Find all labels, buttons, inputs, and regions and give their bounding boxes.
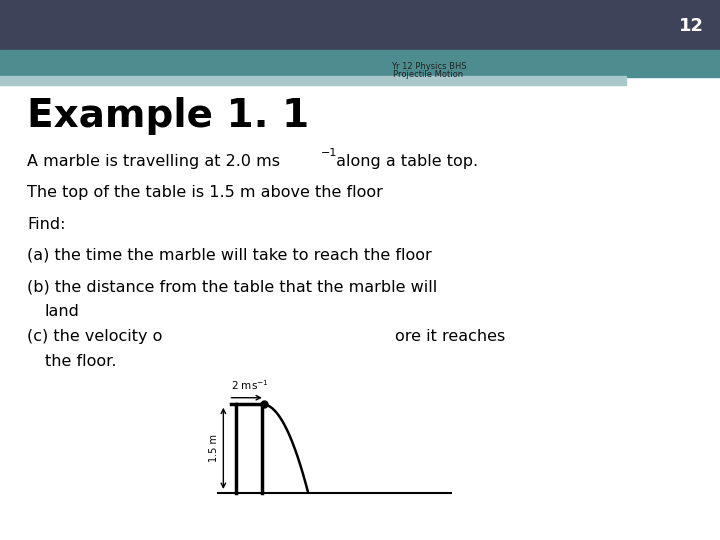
Text: (a) the time the marble will take to reach the floor: (a) the time the marble will take to rea… bbox=[27, 248, 432, 263]
Text: land: land bbox=[45, 304, 79, 319]
Text: Find:: Find: bbox=[27, 217, 66, 232]
Text: 1.5 m: 1.5 m bbox=[210, 434, 220, 462]
Text: 12: 12 bbox=[679, 17, 704, 35]
Text: −1: −1 bbox=[320, 148, 337, 159]
Text: A marble is travelling at 2.0 ms: A marble is travelling at 2.0 ms bbox=[27, 154, 280, 169]
Text: the floor.: the floor. bbox=[45, 354, 116, 369]
Text: Example 1. 1: Example 1. 1 bbox=[27, 97, 310, 135]
Text: Yr 12 Physics BHS: Yr 12 Physics BHS bbox=[390, 63, 467, 71]
Text: along a table top.: along a table top. bbox=[331, 154, 478, 169]
Text: (c) the velocity o: (c) the velocity o bbox=[27, 329, 163, 344]
Text: Projectile Motion: Projectile Motion bbox=[393, 70, 464, 79]
Text: (b) the distance from the table that the marble will: (b) the distance from the table that the… bbox=[27, 279, 438, 294]
Text: ore it reaches: ore it reaches bbox=[395, 329, 505, 344]
Text: 2 ms$^{-1}$: 2 ms$^{-1}$ bbox=[231, 378, 269, 392]
Text: The top of the table is 1.5 m above the floor: The top of the table is 1.5 m above the … bbox=[27, 185, 383, 200]
